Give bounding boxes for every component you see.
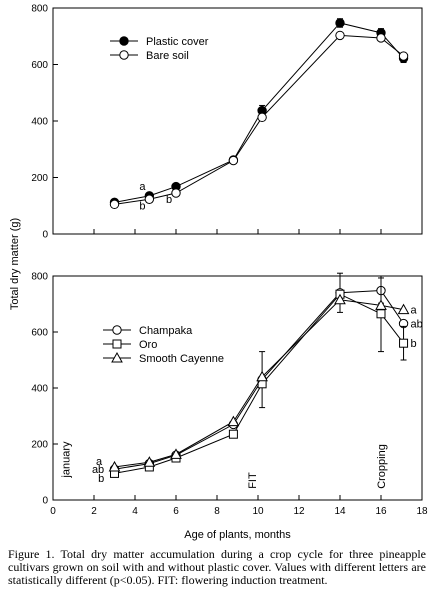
panel-2-point-label: b bbox=[411, 338, 417, 350]
panel-2-legend-marker bbox=[112, 339, 122, 349]
panel-2-annotation: january bbox=[60, 441, 72, 479]
panel-1-legend-label: Plastic cover bbox=[146, 36, 209, 48]
panel-2-x-tick-label: 14 bbox=[334, 506, 346, 517]
panel-2-x-axis-label: Age of plants, months bbox=[184, 529, 291, 541]
panel-1-series-line bbox=[114, 22, 404, 203]
panel-2-legend-marker bbox=[112, 325, 122, 335]
panel-1-data-point bbox=[376, 33, 386, 43]
panel-1-data-point bbox=[109, 199, 120, 210]
panel-2-data-point bbox=[334, 293, 346, 305]
panel-2-data-point bbox=[256, 370, 268, 382]
panel-2-x-tick-label: 18 bbox=[416, 506, 428, 517]
panel-1-data-point bbox=[398, 51, 409, 61]
panel-1-point-label: a bbox=[139, 181, 146, 193]
panel-1-plot-frame bbox=[52, 7, 423, 235]
panel-1-y-tick-label: 800 bbox=[31, 4, 48, 15]
panel-2-data-point bbox=[376, 309, 386, 319]
panel-2-x-tick-label: 2 bbox=[91, 506, 97, 517]
panel-2-legend-label: Champaka bbox=[139, 325, 193, 337]
panel-2-x-tick-label: 6 bbox=[173, 506, 179, 517]
panel-1-data-point bbox=[335, 18, 345, 28]
panel-2-annotation: Cropping bbox=[376, 444, 388, 489]
panel-2-x-tick-label: 4 bbox=[132, 506, 138, 517]
panel-2-legend-label: Oro bbox=[139, 339, 157, 351]
panel-2-data-point bbox=[227, 415, 240, 427]
panel-2-x-tick-label: 16 bbox=[375, 506, 387, 517]
panel-2-data-point bbox=[399, 338, 409, 348]
panel-2-x-tick-label: 10 bbox=[252, 506, 264, 517]
panel-2-y-tick-label: 200 bbox=[31, 440, 48, 451]
panel-2-data-point bbox=[170, 448, 182, 459]
panel-1-y-tick-label: 200 bbox=[31, 173, 48, 184]
panel-1-data-point bbox=[144, 194, 155, 204]
panel-2-y-tick-label: 0 bbox=[42, 496, 48, 507]
panel-2-annotation: b bbox=[98, 473, 104, 485]
panel-2-data-point bbox=[143, 456, 156, 467]
panel-2-point-label: a bbox=[411, 305, 418, 317]
panel-1-y-tick-label: 400 bbox=[31, 117, 48, 128]
panel-2-annotation: FIT bbox=[247, 472, 259, 489]
panel-1-data-point bbox=[257, 112, 267, 123]
panel-2-data-point bbox=[397, 303, 410, 315]
panel-2-x-tick-label: 0 bbox=[50, 506, 56, 517]
panel-2-x-tick-label: 8 bbox=[214, 506, 220, 517]
panel-1-y-tick-label: 0 bbox=[42, 230, 48, 241]
panel-2-y-tick-label: 600 bbox=[31, 328, 48, 339]
panel-2-point-label: ab bbox=[411, 319, 423, 331]
panel-2-series-line bbox=[114, 299, 404, 468]
y-axis-label: Total dry matter (g) bbox=[9, 218, 21, 310]
panel-2-data-point bbox=[228, 429, 238, 439]
panel-1-legend-marker bbox=[119, 36, 129, 46]
figure-caption: Figure 1. Total dry matter accumulation … bbox=[8, 547, 426, 587]
panel-1-data-point bbox=[228, 155, 239, 166]
panel-2-data-point bbox=[375, 299, 387, 310]
panel-2-data-point bbox=[108, 460, 121, 472]
panel-2-legend-marker bbox=[111, 351, 123, 363]
panel-1-point-label: b bbox=[166, 194, 172, 206]
panel-1-data-point bbox=[171, 188, 181, 198]
panel-2-y-tick-label: 800 bbox=[31, 272, 48, 283]
panel-2-legend-label: Smooth Cayenne bbox=[139, 353, 224, 365]
panel-2-annotation: a bbox=[96, 456, 103, 468]
panel-2-plot-frame bbox=[52, 275, 423, 501]
panel-2-annotation: ab bbox=[92, 464, 104, 476]
panel-2-y-tick-label: 400 bbox=[31, 384, 48, 395]
panel-1-point-label: b bbox=[139, 200, 145, 212]
panel-1-y-tick-label: 600 bbox=[31, 60, 48, 71]
panel-1-legend-marker bbox=[119, 50, 129, 60]
panel-1-legend-label: Bare soil bbox=[146, 50, 189, 62]
panel-2-x-tick-label: 12 bbox=[293, 506, 305, 517]
panel-1-data-point bbox=[335, 30, 345, 41]
